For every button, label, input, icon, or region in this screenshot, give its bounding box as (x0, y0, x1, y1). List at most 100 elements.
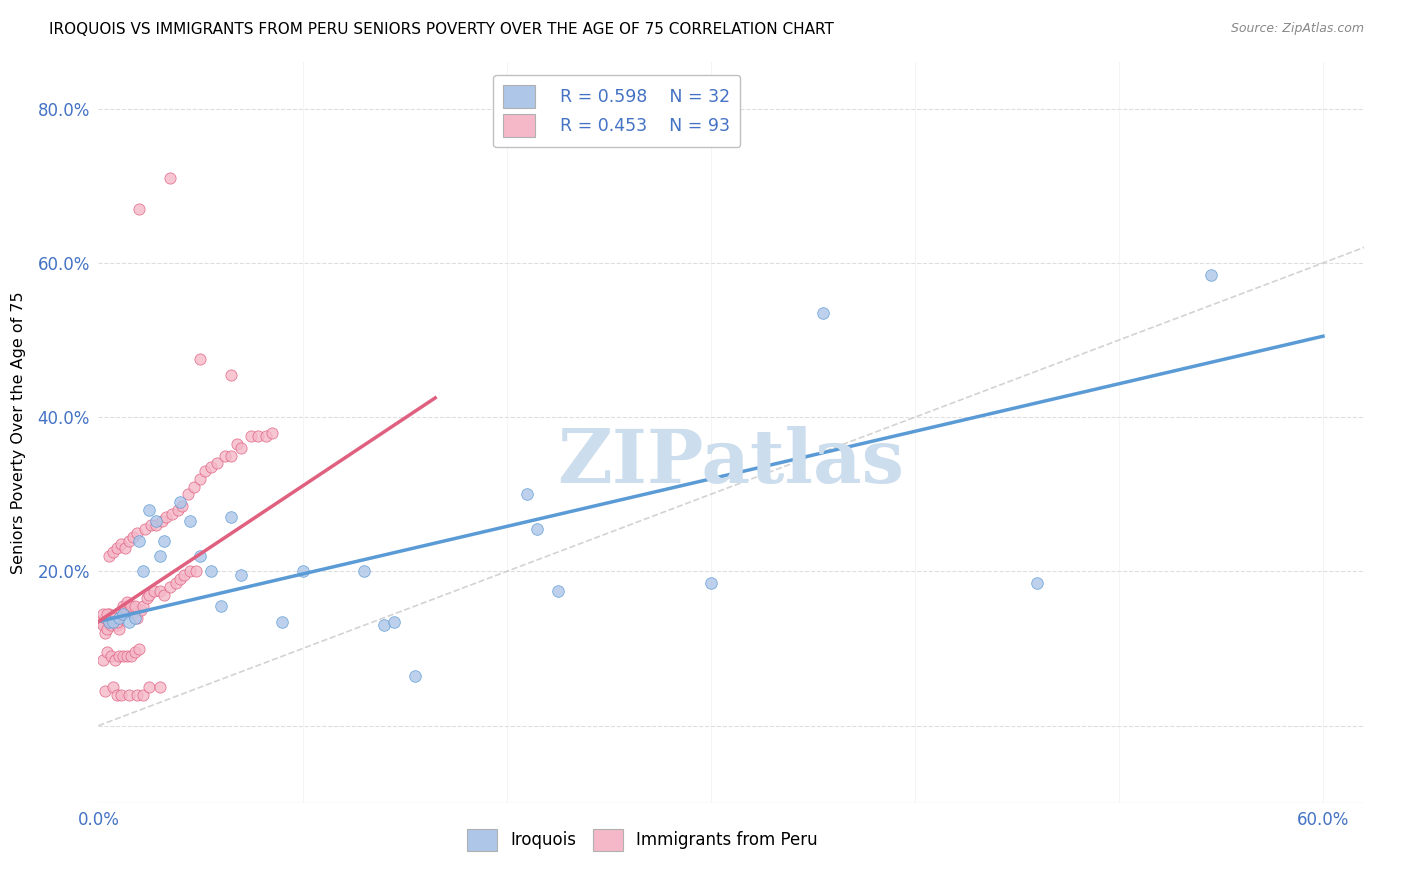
Immigrants from Peru (172, 499, 194, 513)
Immigrants from Peru (152, 588, 174, 602)
Iroquois (231, 568, 253, 582)
Immigrants from Peru (231, 441, 253, 455)
Immigrants from Peru (149, 680, 172, 694)
Immigrants from Peru (254, 429, 277, 443)
Text: ZIPatlas: ZIPatlas (558, 425, 904, 499)
Immigrants from Peru (165, 576, 187, 591)
Immigrants from Peru (96, 645, 118, 659)
Immigrants from Peru (205, 457, 228, 471)
Immigrants from Peru (100, 618, 122, 632)
Iroquois (128, 533, 150, 548)
Immigrants from Peru (96, 622, 118, 636)
Iroquois (108, 610, 131, 624)
Immigrants from Peru (122, 530, 145, 544)
Immigrants from Peru (179, 565, 201, 579)
Iroquois (169, 495, 191, 509)
Immigrants from Peru (167, 502, 190, 516)
Immigrants from Peru (127, 525, 149, 540)
Immigrants from Peru (200, 460, 222, 475)
Immigrants from Peru (127, 688, 149, 702)
Iroquois (179, 514, 201, 528)
Immigrants from Peru (190, 352, 212, 367)
Immigrants from Peru (120, 649, 142, 664)
Immigrants from Peru (91, 607, 114, 621)
Iroquois (1026, 576, 1049, 591)
Text: Source: ZipAtlas.com: Source: ZipAtlas.com (1230, 22, 1364, 36)
Immigrants from Peru (101, 610, 124, 624)
Text: IROQUOIS VS IMMIGRANTS FROM PERU SENIORS POVERTY OVER THE AGE OF 75 CORRELATION : IROQUOIS VS IMMIGRANTS FROM PERU SENIORS… (49, 22, 834, 37)
Iroquois (149, 549, 172, 563)
Immigrants from Peru (97, 615, 120, 629)
Iroquois (145, 514, 167, 528)
Iroquois (516, 487, 538, 501)
Immigrants from Peru (128, 202, 150, 216)
Immigrants from Peru (173, 568, 195, 582)
Immigrants from Peru (246, 429, 269, 443)
Immigrants from Peru (219, 449, 242, 463)
Immigrants from Peru (105, 541, 128, 556)
Immigrants from Peru (186, 565, 208, 579)
Immigrants from Peru (169, 572, 191, 586)
Iroquois (132, 565, 155, 579)
Immigrants from Peru (89, 615, 111, 629)
Immigrants from Peru (105, 688, 128, 702)
Immigrants from Peru (91, 618, 114, 632)
Immigrants from Peru (100, 649, 122, 664)
Iroquois (291, 565, 314, 579)
Immigrants from Peru (155, 510, 177, 524)
Immigrants from Peru (114, 541, 136, 556)
Immigrants from Peru (136, 591, 159, 606)
Immigrants from Peru (91, 653, 114, 667)
Immigrants from Peru (124, 645, 146, 659)
Immigrants from Peru (100, 610, 122, 624)
Immigrants from Peru (115, 649, 138, 664)
Immigrants from Peru (240, 429, 263, 443)
Immigrants from Peru (138, 588, 160, 602)
Immigrants from Peru (111, 649, 134, 664)
Iroquois (190, 549, 212, 563)
Immigrants from Peru (96, 607, 118, 621)
Immigrants from Peru (145, 518, 167, 533)
Iroquois (699, 576, 721, 591)
Iroquois (382, 615, 405, 629)
Immigrants from Peru (118, 688, 141, 702)
Iroquois (353, 565, 375, 579)
Immigrants from Peru (108, 622, 131, 636)
Iroquois (152, 533, 174, 548)
Immigrants from Peru (118, 599, 141, 614)
Immigrants from Peru (142, 583, 165, 598)
Immigrants from Peru (124, 599, 146, 614)
Immigrants from Peru (111, 599, 134, 614)
Iroquois (138, 502, 160, 516)
Immigrants from Peru (122, 607, 145, 621)
Iroquois (111, 607, 134, 621)
Iroquois (97, 615, 120, 629)
Immigrants from Peru (160, 507, 183, 521)
Iroquois (811, 306, 834, 320)
Immigrants from Peru (132, 688, 155, 702)
Immigrants from Peru (115, 595, 138, 609)
Immigrants from Peru (159, 171, 181, 186)
Y-axis label: Seniors Poverty Over the Age of 75: Seniors Poverty Over the Age of 75 (11, 292, 27, 574)
Immigrants from Peru (120, 599, 142, 614)
Iroquois (200, 565, 222, 579)
Immigrants from Peru (97, 549, 120, 563)
Immigrants from Peru (110, 537, 132, 551)
Immigrants from Peru (93, 610, 115, 624)
Immigrants from Peru (110, 607, 132, 621)
Immigrants from Peru (219, 368, 242, 382)
Immigrants from Peru (214, 449, 236, 463)
Immigrants from Peru (104, 615, 127, 629)
Legend: Iroquois, Immigrants from Peru: Iroquois, Immigrants from Peru (460, 822, 825, 857)
Immigrants from Peru (132, 599, 155, 614)
Immigrants from Peru (129, 603, 152, 617)
Iroquois (547, 583, 569, 598)
Immigrants from Peru (128, 641, 150, 656)
Immigrants from Peru (149, 583, 172, 598)
Iroquois (404, 668, 426, 682)
Immigrants from Peru (190, 472, 212, 486)
Immigrants from Peru (134, 522, 156, 536)
Immigrants from Peru (150, 514, 173, 528)
Iroquois (118, 615, 141, 629)
Immigrants from Peru (108, 649, 131, 664)
